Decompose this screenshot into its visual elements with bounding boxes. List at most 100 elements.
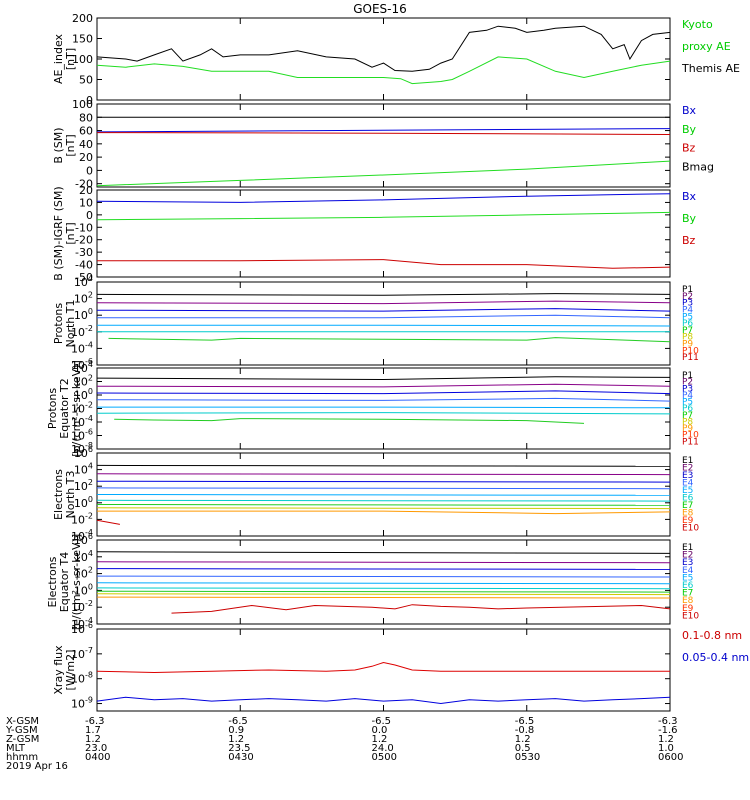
legend-entry: P10: [682, 431, 699, 441]
footer-value: 1.0: [658, 743, 674, 754]
legend-entry: P2: [682, 292, 693, 302]
footer-row-label: Z-GSM: [6, 734, 39, 745]
legend-entry: P4: [682, 391, 693, 401]
legend-entry: E2: [682, 551, 693, 561]
y-tick-label: -40: [75, 259, 93, 272]
series-line-p4: [97, 314, 671, 319]
y-tick-label: 104: [74, 274, 93, 289]
legend-entry: E9: [682, 516, 694, 526]
y-tick-label: 106: [74, 445, 93, 460]
legend-entry: Bz: [682, 142, 696, 155]
legend-entry: Themis AE: [681, 62, 740, 75]
footer-value: 0430: [228, 752, 253, 763]
series-line-kyoto-proxy-ae: [96, 56, 671, 85]
legend-entry: E5: [682, 486, 693, 496]
y-tick-label: 20: [79, 151, 93, 164]
series-line-e4: [96, 575, 671, 578]
series-line-p3: [96, 308, 671, 312]
legend-entry: Bx: [682, 104, 697, 117]
y-axis-label: Xray flux: [52, 645, 65, 695]
footer-ephemeris: X-GSM -6.3 -6.5 -6.5 -6.5 -6.3 Y-GSM 1.7 0.9 0.0 -…: [5, 716, 683, 772]
footer-value: 0400: [85, 752, 110, 763]
series-line-p7: [108, 337, 671, 343]
y-axis-label: Electrons: [52, 469, 65, 520]
y-tick-label: 50: [79, 74, 93, 87]
legend-entry: Bz: [682, 234, 696, 247]
y-axis-label: [e/(cm²-s-sr-keV)]: [70, 534, 83, 630]
legend-entry: E3: [682, 558, 693, 568]
y-tick-label: -20: [75, 178, 93, 191]
y-tick-label: 100: [72, 53, 93, 66]
series-line-e2: [96, 473, 671, 476]
y-axis-label: [p/(cm²-s-sr-keV)]: [70, 360, 83, 457]
y-axis-label: [nT]: [64, 48, 77, 70]
series-line-e4: [96, 487, 671, 490]
legend-entry: E10: [682, 611, 699, 621]
y-tick-label: -50: [75, 271, 93, 284]
y-axis-label: Equator T2: [58, 378, 71, 438]
legend-entry: E6: [682, 581, 694, 591]
footer-value: 1.2: [372, 734, 388, 745]
y-axis-label: B (SM): [52, 127, 65, 163]
y-tick-label: 20: [79, 184, 93, 197]
series-line-e2: [96, 561, 671, 564]
legend-entry: E4: [682, 566, 694, 576]
y-axis-label: Protons: [46, 388, 59, 429]
legend-entry: E7: [682, 501, 693, 511]
series-line-e6: [96, 499, 671, 502]
footer-value: 23.5: [228, 743, 250, 754]
y-tick-label: 80: [79, 111, 93, 124]
y-axis-label: Equator T4: [58, 552, 71, 612]
legend-entry: E9: [682, 604, 694, 614]
footer-value: 0.0: [372, 725, 388, 736]
y-tick-label: 10-9: [71, 696, 93, 711]
series-line-e5: [96, 494, 671, 496]
legend-entry: Bx: [682, 190, 697, 203]
series-line-by: [96, 160, 671, 187]
footer-value: 0530: [515, 752, 540, 763]
legend-entry: E10: [682, 524, 699, 534]
y-tick-label: 100: [72, 98, 93, 111]
legend-entry: P6: [682, 319, 693, 329]
legend-entry: P3: [682, 299, 693, 309]
y-axis-label: B (SM)-IGRF (SM): [52, 186, 65, 280]
footer-value: -6.5: [515, 716, 535, 727]
series-line-p6: [96, 412, 671, 415]
y-tick-label: 10-6: [71, 621, 93, 636]
series-line-by: [96, 211, 671, 221]
footer-value: -0.8: [515, 725, 535, 736]
footer-value: 1.2: [515, 734, 531, 745]
legend-entry: P8: [682, 417, 693, 427]
footer-value: 0.5: [515, 743, 531, 754]
footer-value: 1.7: [85, 725, 101, 736]
series-line-themis-ae: [96, 25, 671, 72]
legend-entry: E5: [682, 573, 693, 583]
legend-entry: E7: [682, 589, 693, 599]
legend-entry: E2: [682, 464, 693, 474]
series-line-e7: [96, 504, 671, 506]
y-tick-label: -30: [75, 246, 93, 259]
footer-row-label: X-GSM: [6, 716, 39, 727]
y-tick-label: 40: [79, 138, 93, 151]
series-line-p1: [96, 376, 671, 381]
series-line-p2: [96, 300, 671, 305]
legend-entry: P11: [682, 437, 699, 447]
series-line-0-05-0-4-nm: [96, 696, 671, 705]
series-line-e7: [96, 590, 671, 593]
legend-entry: P8: [682, 333, 693, 343]
y-tick-label: -20: [75, 234, 93, 247]
panel-1: 200 150 100 50 0 AE_index [nT] Kyoto proxy AE The…: [52, 12, 740, 107]
series-line-p5: [97, 406, 671, 409]
legend-entry: P5: [682, 312, 693, 322]
footer-value: 23.0: [85, 743, 107, 754]
footer-row-label: MLT: [6, 743, 26, 754]
footer-value: 1.2: [228, 734, 244, 745]
legend-entry: 0.1-0.8 nm: [682, 629, 742, 642]
series-line-e9: [97, 510, 671, 515]
series-line-p7: [114, 418, 585, 424]
footer-value: 1.2: [658, 734, 674, 745]
